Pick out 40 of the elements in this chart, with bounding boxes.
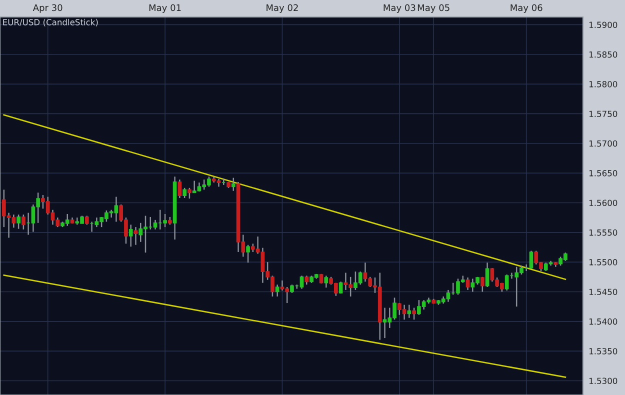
candlestick <box>324 275 328 288</box>
y-tick-label: 1.5350 <box>589 348 618 354</box>
y-tick-label: 1.5650 <box>589 170 618 176</box>
candlestick <box>300 275 304 290</box>
y-tick-label: 1.5400 <box>589 318 618 325</box>
y-tick-label: 1.5600 <box>589 200 618 206</box>
y-tick-label: 1.5450 <box>589 288 618 296</box>
candlestick <box>128 224 133 248</box>
y-tick-label: 1.5700 <box>589 140 618 147</box>
candlestick <box>485 262 490 288</box>
x-tick-label: May 01 <box>149 4 181 13</box>
candlestick <box>407 304 412 318</box>
x-tick-label: Apr 30 <box>32 4 62 13</box>
x-tick-label: May 05 <box>418 4 450 13</box>
y-tick-label: 1.5850 <box>589 51 618 58</box>
candlestick <box>275 284 280 298</box>
x-tick-label: May 06 <box>510 4 542 13</box>
candlestick <box>22 214 26 230</box>
y-tick-label: 1.5300 <box>589 378 618 384</box>
candlestick <box>466 276 470 291</box>
y-tick-label: 1.5900 <box>589 22 618 28</box>
candlestick <box>504 274 509 292</box>
y-tick-label: 1.5800 <box>589 81 618 88</box>
candlestick <box>246 244 250 264</box>
candlestick <box>529 250 534 270</box>
candlestick <box>182 187 186 199</box>
chart-title: EUR/USD (CandleStick) <box>3 18 98 26</box>
y-tick-label: 1.5750 <box>589 110 618 118</box>
candlestick <box>153 219 158 230</box>
candlestick <box>178 178 182 199</box>
x-tick-label: May 03 <box>384 4 416 13</box>
candlestick <box>188 187 192 200</box>
y-tick-label: 1.5500 <box>589 259 618 266</box>
x-tick-label: May 02 <box>266 4 298 13</box>
candlestick <box>16 214 20 230</box>
y-tick-label: 1.5550 <box>589 229 618 236</box>
candlestick <box>412 307 416 320</box>
candlestick <box>134 226 138 246</box>
candlestick <box>231 177 236 192</box>
candlestick <box>480 276 484 292</box>
